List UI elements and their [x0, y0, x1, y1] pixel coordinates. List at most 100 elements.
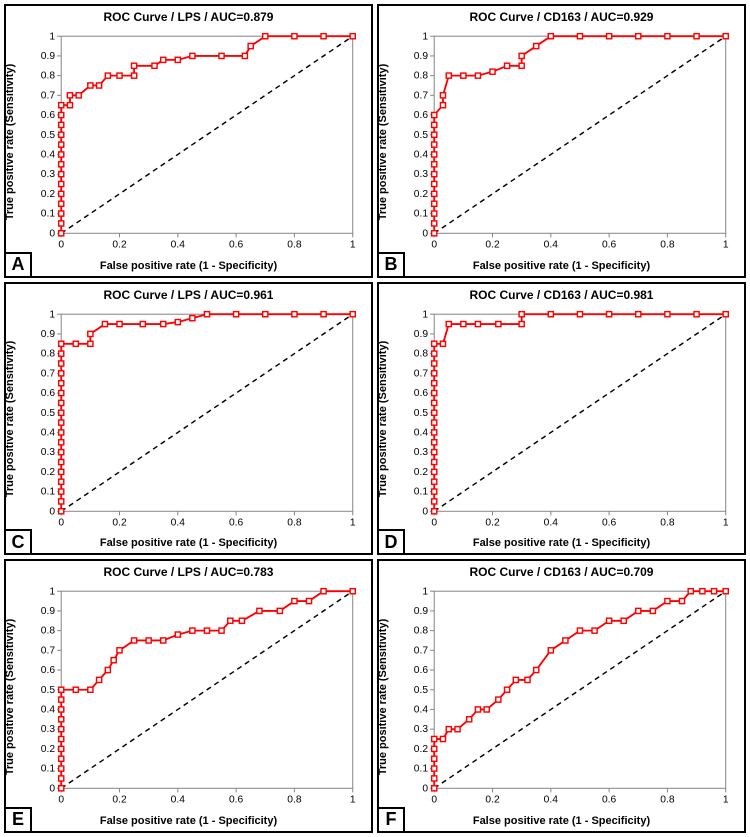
roc-marker [59, 439, 64, 444]
x-tick-label: 0 [58, 517, 64, 528]
roc-marker [59, 747, 64, 752]
roc-marker [59, 361, 64, 366]
x-tick-label: 0.6 [229, 795, 244, 806]
chart-zone: True positive rate (Sensitivity)00.20.40… [14, 583, 363, 811]
roc-marker [59, 152, 64, 157]
roc-marker [432, 351, 437, 356]
roc-marker [432, 142, 437, 147]
roc-marker [59, 390, 64, 395]
roc-marker [432, 430, 437, 435]
roc-marker [440, 93, 445, 98]
roc-marker [432, 361, 437, 366]
roc-marker [111, 658, 116, 663]
roc-marker [534, 668, 539, 673]
y-tick-label: 0.5 [414, 685, 429, 696]
y-tick-label: 0.2 [41, 189, 56, 200]
roc-marker [59, 766, 64, 771]
x-tick-label: 0.8 [287, 795, 302, 806]
roc-marker [59, 380, 64, 385]
roc-marker [432, 410, 437, 415]
roc-marker [59, 786, 64, 791]
x-tick-label: 1 [350, 795, 356, 806]
y-tick-label: 0.2 [41, 467, 56, 478]
y-tick-label: 1 [49, 309, 55, 320]
y-tick-label: 0.9 [41, 329, 56, 340]
y-tick-label: 0.3 [41, 725, 56, 736]
roc-marker [59, 449, 64, 454]
y-tick-label: 0.5 [414, 130, 429, 141]
roc-marker [59, 420, 64, 425]
roc-marker [519, 63, 524, 68]
roc-marker [446, 727, 451, 732]
panel-title: ROC Curve / CD163 / AUC=0.929 [379, 6, 744, 26]
x-tick-label: 0 [431, 795, 437, 806]
roc-marker [59, 489, 64, 494]
roc-marker [475, 707, 480, 712]
y-tick-label: 0.5 [41, 685, 56, 696]
roc-marker [534, 43, 539, 48]
y-tick-label: 0.1 [41, 486, 56, 497]
roc-marker [519, 311, 524, 316]
x-tick-label: 1 [723, 795, 729, 806]
x-tick-label: 0.4 [171, 240, 186, 251]
roc-marker [432, 390, 437, 395]
roc-marker [146, 638, 151, 643]
panel-title: ROC Curve / LPS / AUC=0.961 [6, 284, 371, 304]
roc-marker [475, 321, 480, 326]
y-tick-label: 0.4 [41, 150, 56, 161]
roc-marker [432, 479, 437, 484]
roc-plot-svg: 00.20.40.60.8100.10.20.30.40.50.60.70.80… [14, 28, 363, 264]
y-tick-label: 0.3 [414, 447, 429, 458]
panel-letter: F [379, 807, 405, 831]
y-tick-label: 0 [49, 506, 55, 517]
x-tick-label: 0 [58, 795, 64, 806]
y-tick-label: 0.1 [414, 209, 429, 220]
y-tick-label: 0.4 [414, 150, 429, 161]
y-tick-label: 0.9 [414, 51, 429, 62]
panel-b: ROC Curve / CD163 / AUC=0.929True positi… [377, 4, 746, 278]
roc-marker [636, 311, 641, 316]
y-tick-label: 0.1 [41, 764, 56, 775]
roc-plot-svg: 00.20.40.60.8100.10.20.30.40.50.60.70.80… [387, 306, 736, 542]
y-tick-label: 0 [49, 784, 55, 795]
y-tick-label: 1 [422, 309, 428, 320]
roc-marker [519, 53, 524, 58]
roc-marker [723, 311, 728, 316]
roc-marker [577, 628, 582, 633]
y-tick-label: 0.6 [41, 665, 56, 676]
roc-marker [59, 172, 64, 177]
roc-marker [461, 321, 466, 326]
roc-marker [432, 221, 437, 226]
roc-marker [277, 609, 282, 614]
y-tick-label: 0.5 [41, 407, 56, 418]
y-tick-label: 0.3 [414, 169, 429, 180]
roc-marker [432, 508, 437, 513]
y-tick-label: 0.3 [41, 447, 56, 458]
roc-plot-svg: 00.20.40.60.8100.10.20.30.40.50.60.70.80… [14, 583, 363, 819]
roc-marker [461, 73, 466, 78]
roc-marker [292, 599, 297, 604]
y-tick-label: 0.3 [41, 169, 56, 180]
roc-marker [432, 499, 437, 504]
roc-marker [97, 678, 102, 683]
roc-marker [59, 221, 64, 226]
y-tick-label: 0.2 [414, 744, 429, 755]
roc-marker [548, 34, 553, 39]
roc-marker [161, 638, 166, 643]
roc-marker [432, 172, 437, 177]
roc-marker [432, 459, 437, 464]
y-tick-label: 1 [422, 31, 428, 42]
roc-marker [513, 678, 518, 683]
roc-marker [432, 489, 437, 494]
panel-title: ROC Curve / LPS / AUC=0.879 [6, 6, 371, 26]
y-tick-label: 0.8 [41, 71, 56, 82]
roc-marker [59, 400, 64, 405]
roc-marker [132, 638, 137, 643]
y-tick-label: 0.5 [41, 130, 56, 141]
roc-marker [636, 34, 641, 39]
roc-marker [76, 93, 81, 98]
roc-plot-svg: 00.20.40.60.8100.10.20.30.40.50.60.70.80… [387, 28, 736, 264]
roc-marker [432, 766, 437, 771]
y-tick-label: 0 [49, 228, 55, 239]
roc-marker [607, 311, 612, 316]
